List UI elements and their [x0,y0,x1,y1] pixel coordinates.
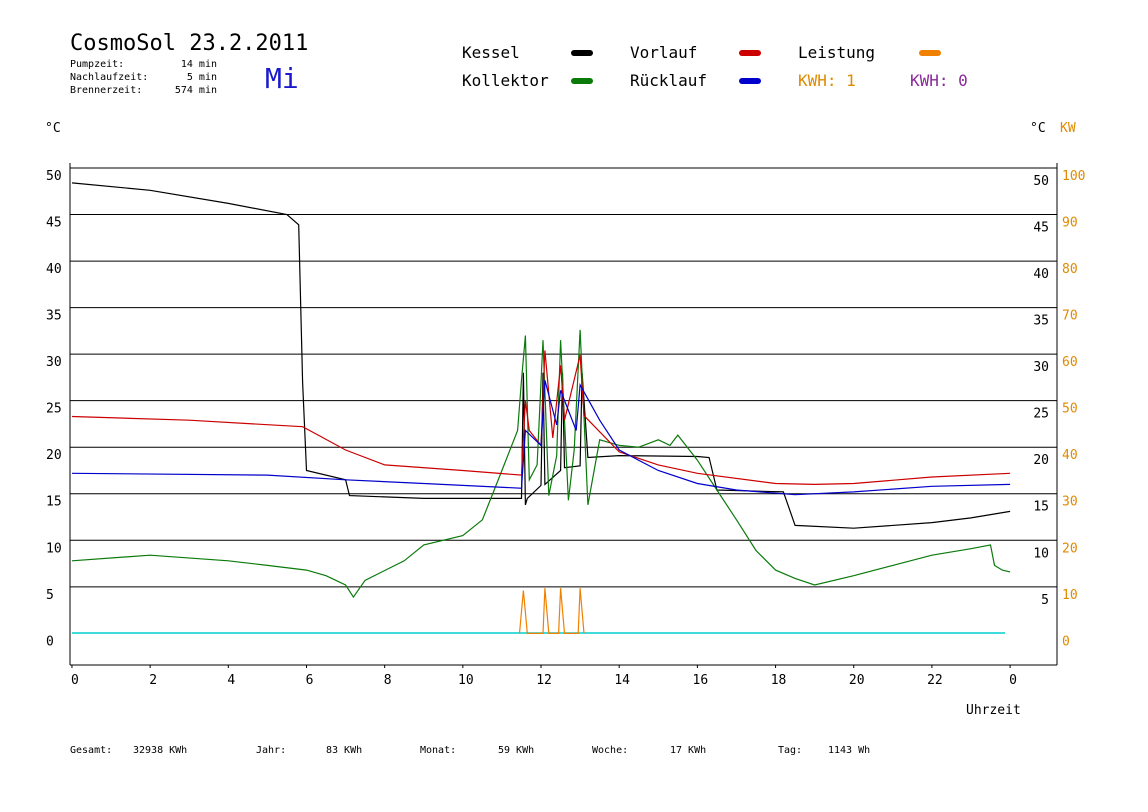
y-tick-label: 0 [46,634,54,649]
series-line [71,350,1011,486]
y-tick-label-right: 30 [1033,360,1049,375]
footer-value: 1143 Wh [828,745,870,756]
y-tick-label-right: 15 [1033,500,1049,515]
y2-tick-label: 20 [1062,541,1078,556]
x-tick-label: 12 [536,673,552,688]
footer-value: 17 KWh [670,745,706,756]
legend-label: Rücklauf [630,71,707,90]
legend-label: Leistung [798,43,875,62]
y2-tick-label: 30 [1062,495,1078,510]
info-label: Pumpzeit: [70,59,124,70]
y-tick-label-right: 5 [1041,593,1049,608]
x-tick-label: 16 [693,673,709,688]
y-tick-label-right: 50 [1033,174,1049,189]
y2-axis-label: KW [1060,121,1076,136]
info-label: Nachlaufzeit: [70,72,148,83]
y2-tick-label: 50 [1062,402,1078,417]
y-tick-label: 30 [46,355,62,370]
y2-tick-label: 60 [1062,355,1078,370]
x-tick-label: 8 [384,673,392,688]
y-tick-label: 10 [46,541,62,556]
y2-tick-label: 80 [1062,262,1078,277]
y-tick-label-right: 10 [1033,546,1049,561]
y2-tick-label: 100 [1062,169,1085,184]
y-tick-label-right: 40 [1033,267,1049,282]
weekday: Mi [265,62,299,95]
y-tick-label-right: 25 [1033,407,1049,422]
footer-label: Tag: [778,745,802,756]
info-value: 14 min [181,59,217,70]
y-tick-label: 20 [46,448,62,463]
x-tick-label: 0 [71,673,79,688]
y-tick-label: 15 [46,495,62,510]
info-value: 574 min [175,85,217,96]
y-axis-label: °C [45,121,61,136]
y-tick-label: 50 [46,169,62,184]
y-tick-label: 5 [46,588,54,603]
x-tick-label: 14 [614,673,630,688]
y-axis-label-right: °C [1030,121,1046,136]
x-axis-label: Uhrzeit [966,703,1021,718]
x-tick-label: 6 [306,673,314,688]
y-tick-label: 35 [46,309,62,324]
x-tick-label: 22 [927,673,943,688]
x-tick-label: 10 [458,673,474,688]
y2-tick-label: 10 [1062,588,1078,603]
y-tick-label-right: 35 [1033,314,1049,329]
y2-tick-label: 90 [1062,216,1078,231]
footer-label: Monat: [420,745,456,756]
info-label: Brennerzeit: [70,85,142,96]
legend-label: Kessel [462,43,520,62]
footer-label: Jahr: [256,745,286,756]
kwh-label: KWH: 1 [798,71,856,90]
legend-label: Kollektor [462,71,549,90]
footer-value: 59 KWh [498,745,534,756]
x-tick-label: 2 [149,673,157,688]
x-tick-label: 18 [771,673,787,688]
legend-label: Vorlauf [630,43,697,62]
x-tick-label: 0 [1009,673,1017,688]
y-tick-label-right: 45 [1033,221,1049,236]
y-tick-label: 45 [46,216,62,231]
y2-tick-label: 0 [1062,634,1070,649]
series-line [518,588,585,634]
y-tick-label: 25 [46,402,62,417]
y2-tick-label: 40 [1062,448,1078,463]
kwh-label: KWH: 0 [910,71,968,90]
y-tick-label-right: 20 [1033,453,1049,468]
series-line [71,380,1011,496]
footer-value: 32938 KWh [133,745,187,756]
footer-label: Gesamt: [70,745,112,756]
footer-value: 83 KWh [326,745,362,756]
series-line [71,182,1011,529]
series-line [71,329,1011,599]
chart-title: CosmoSol 23.2.2011 [70,31,308,56]
x-tick-label: 4 [227,673,235,688]
y2-tick-label: 70 [1062,309,1078,324]
x-tick-label: 20 [849,673,865,688]
y-tick-label: 40 [46,262,62,277]
footer-label: Woche: [592,745,628,756]
info-value: 5 min [187,72,217,83]
